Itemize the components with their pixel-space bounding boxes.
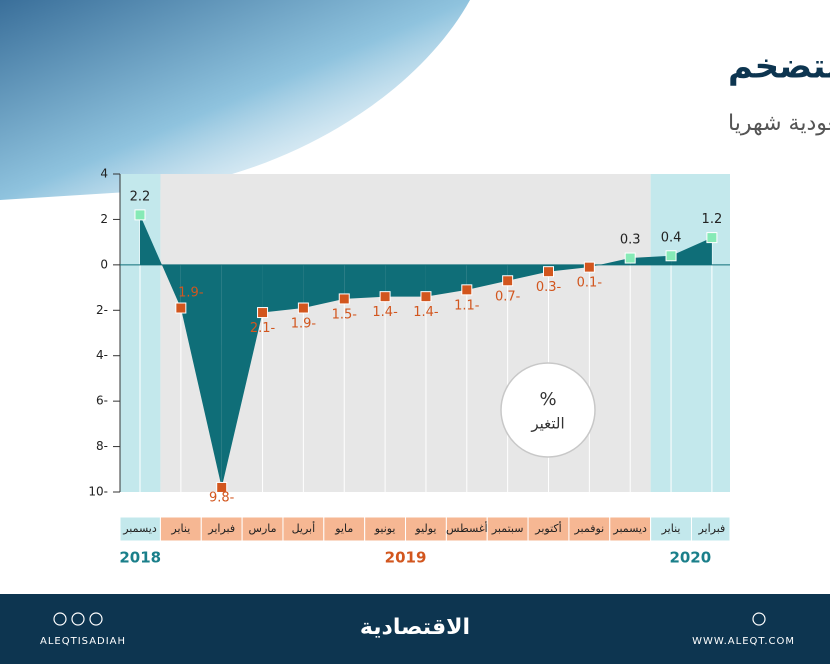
data-point: [420, 291, 432, 303]
x-tick-label: أبريل: [292, 521, 316, 535]
category-cell: [609, 516, 652, 542]
data-label: 1.4-: [372, 305, 398, 320]
x-tick-label: فبراير: [697, 522, 725, 535]
category-cell: [364, 516, 407, 542]
x-tick-label: سبتمبر: [491, 522, 524, 535]
x-tick-label: ديسمبر: [612, 522, 647, 535]
data-point: [379, 291, 391, 303]
x-tick-label: مارس: [249, 522, 277, 535]
y-tick-label: 8-: [96, 439, 108, 453]
category-cell: [690, 516, 731, 542]
data-point: [583, 261, 595, 273]
area-segment: [385, 264, 426, 297]
x-tick-label: ديسمبر: [122, 522, 157, 535]
area-segment: [548, 264, 590, 272]
data-label: 0.3-: [536, 280, 562, 295]
area-segment: [630, 255, 672, 265]
category-cell: [159, 516, 202, 542]
category-cell: [241, 516, 284, 542]
area-segment: [180, 264, 222, 488]
x-tick-label: فبراير: [207, 522, 235, 535]
data-label: 1.2: [702, 212, 723, 227]
category-cell: [282, 516, 325, 542]
data-point: [257, 307, 269, 319]
data-label: 0.3: [620, 233, 641, 248]
y-tick-label: 10-: [88, 485, 108, 499]
year-band: [650, 174, 730, 492]
category-cell: [527, 516, 570, 542]
x-tick-label: يونيو: [374, 522, 396, 535]
data-point: [543, 266, 554, 278]
x-tick-label: نوفمبر: [573, 522, 604, 535]
x-tick-label: يوليو: [414, 522, 436, 535]
y-tick-label: 4: [100, 167, 108, 181]
data-label: 2.1-: [250, 321, 276, 336]
data-label: 0.7-: [495, 289, 521, 304]
data-point: [624, 252, 636, 264]
x-tick-label: أكتوبر: [534, 521, 561, 535]
area-segment: [671, 237, 712, 265]
data-point: [297, 302, 309, 314]
area-segment: [303, 264, 345, 309]
data-point: [338, 293, 350, 305]
year-label: 2018: [119, 549, 161, 567]
data-label: 9.8-: [209, 491, 235, 506]
category-cell: [323, 516, 366, 542]
y-tick-label: 2-: [96, 303, 108, 317]
footer-handle: ALEQTISADIAH: [40, 636, 126, 647]
area-segment: [140, 214, 181, 309]
header-image: [0, 0, 470, 200]
area-segment: [425, 264, 467, 297]
data-point: [665, 250, 677, 262]
data-label: 0.1-: [577, 276, 603, 291]
area-segment: [466, 264, 508, 290]
data-point: [461, 284, 473, 296]
data-point: [502, 275, 514, 287]
annotation-symbol: %: [539, 389, 556, 410]
social-icons: [53, 612, 766, 626]
footer-website: WWW.ALEQT.COM: [692, 636, 795, 647]
data-label: 1.9-: [178, 286, 204, 301]
y-tick-label: 2: [100, 212, 108, 226]
area-segment: [221, 264, 263, 488]
area-segment: [262, 264, 304, 313]
footer-bar: [0, 594, 830, 664]
x-tick-label: يناير: [170, 522, 190, 535]
category-cell: [650, 516, 692, 542]
x-tick-label: يناير: [661, 522, 681, 535]
footer-brand: الاقتصادية: [360, 615, 470, 640]
x-tick-label: أغسطس: [446, 521, 488, 535]
data-label: 2.2: [130, 189, 151, 204]
data-label: 0.4: [661, 230, 682, 245]
year-label: 2019: [385, 549, 427, 567]
data-point: [216, 481, 228, 493]
data-label: 1.1-: [454, 298, 480, 313]
data-label: 1.5-: [332, 307, 358, 322]
annotation-circle: [500, 362, 596, 458]
chart-subtitle: في السعودية شهريا: [728, 111, 830, 136]
x-tick-label: مايو: [334, 522, 353, 535]
chart-title: معدل التضخم: [728, 47, 830, 87]
category-cell: [119, 516, 161, 542]
area-segment: [507, 264, 549, 281]
y-tick-label: 4-: [96, 348, 108, 362]
data-point: [175, 302, 187, 314]
annotation-text: التغير: [530, 415, 564, 433]
y-tick-label: 6-: [96, 394, 108, 408]
plot-area: ديسمبر 2018 يناير فبراير مارس أبريل مايو يونيو ي…: [88, 167, 731, 567]
area-segment: [344, 264, 386, 299]
data-label: 1.4-: [413, 305, 439, 320]
data-point: [706, 232, 718, 244]
y-tick-label: 0: [100, 257, 108, 271]
data-label: 1.9-: [291, 317, 317, 332]
year-label: 2020: [669, 549, 711, 567]
data-point: [134, 209, 146, 221]
